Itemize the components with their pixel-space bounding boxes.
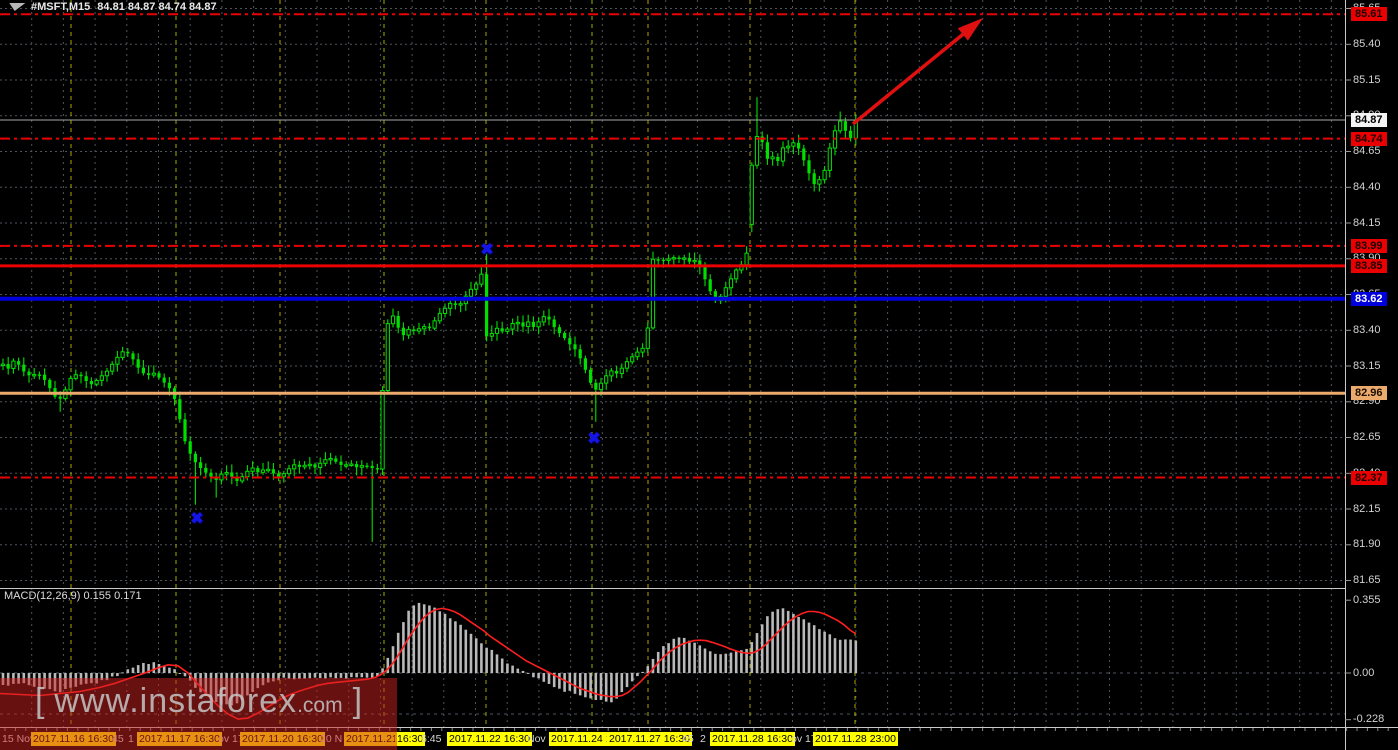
ohlc-values: 84.81 84.87 84.74 84.87 <box>97 1 217 13</box>
horizontal-lines[interactable] <box>0 13 1345 479</box>
time-axis-label: Nov 1 <box>527 733 555 745</box>
level-price-label: 83.85 <box>1351 258 1387 273</box>
level-price-label: 82.37 <box>1351 470 1387 485</box>
macd-label: MACD(12,26,9) 0.155 0.171 <box>4 590 142 602</box>
signal-x-marker[interactable]: ✖ <box>480 241 494 259</box>
grid <box>0 0 1345 727</box>
current-price-label: 84.87 <box>1351 113 1387 127</box>
signal-x-marker[interactable]: ✖ <box>190 510 204 528</box>
price-axis-label: 84.65 <box>1353 145 1381 157</box>
time-axis-label: 2 <box>700 733 706 745</box>
level-price-label: 83.99 <box>1351 238 1387 253</box>
price-axis-label: 84.40 <box>1353 180 1381 193</box>
level-price-label: 84.74 <box>1351 131 1387 146</box>
axis-ticks <box>4 8 1389 731</box>
watermark-tld: .com <box>297 694 343 717</box>
price-axis-label: 82.65 <box>1353 431 1381 443</box>
price-axis-label: 81.90 <box>1353 538 1381 551</box>
candlesticks <box>0 97 858 542</box>
macd-axis-label: 0.00 <box>1353 666 1375 679</box>
level-price-label: 82.96 <box>1351 386 1387 401</box>
time-axis-highlight-label: 16:30 <box>395 732 426 746</box>
time-axis-highlight-label: 2017.11.24 1 <box>549 732 614 746</box>
time-axis-highlight-label: 2017.11.27 16:30 <box>607 732 692 746</box>
time-axis-label: 6:45 <box>421 733 442 745</box>
price-axis-label: 85.40 <box>1353 37 1381 50</box>
signal-x-marker[interactable]: ✖ <box>587 430 601 448</box>
price-axis-label: 85.15 <box>1353 73 1381 86</box>
watermark-url: www.instaforex <box>54 682 298 720</box>
symbol-dropdown-icon[interactable] <box>6 3 26 11</box>
watermark-bracket-right: ] <box>352 682 363 720</box>
trend-arrow[interactable] <box>851 18 983 126</box>
watermark-bracket-left: [ <box>34 682 45 720</box>
watermark-overlay <box>0 678 397 750</box>
watermark: [ www.instaforex .com ] <box>0 682 397 721</box>
price-axis-label: 81.65 <box>1353 574 1381 586</box>
symbol-period-label: #MSFT,M15 <box>31 1 91 13</box>
macd-axis-label: -0.228 <box>1353 713 1385 726</box>
price-axis-label: 84.15 <box>1353 216 1381 229</box>
level-price-label: 83.62 <box>1351 291 1387 306</box>
macd-indicator-name: MACD(12,26,9) <box>4 590 81 602</box>
chart-title: #MSFT,M15 84.81 84.87 84.74 84.87 <box>6 1 217 13</box>
time-axis-label: ov 17 <box>791 733 817 745</box>
time-axis-highlight-label: 2017.11.22 16:30 <box>447 732 532 746</box>
level-price-label: 85.61 <box>1351 7 1387 22</box>
time-axis-label: 45 <box>682 733 694 745</box>
price-axis-label: 83.40 <box>1353 323 1381 336</box>
time-axis-highlight-label: 2017.11.28 16:30 <box>710 732 795 746</box>
macd-indicator-values: 0.155 0.171 <box>83 590 142 602</box>
price-axis-label: 83.15 <box>1353 359 1381 372</box>
price-axis-label: 82.15 <box>1353 502 1381 515</box>
macd-axis-label: 0.355 <box>1353 593 1381 606</box>
time-axis-highlight-label: 2017.11.28 23:00 <box>813 732 898 746</box>
